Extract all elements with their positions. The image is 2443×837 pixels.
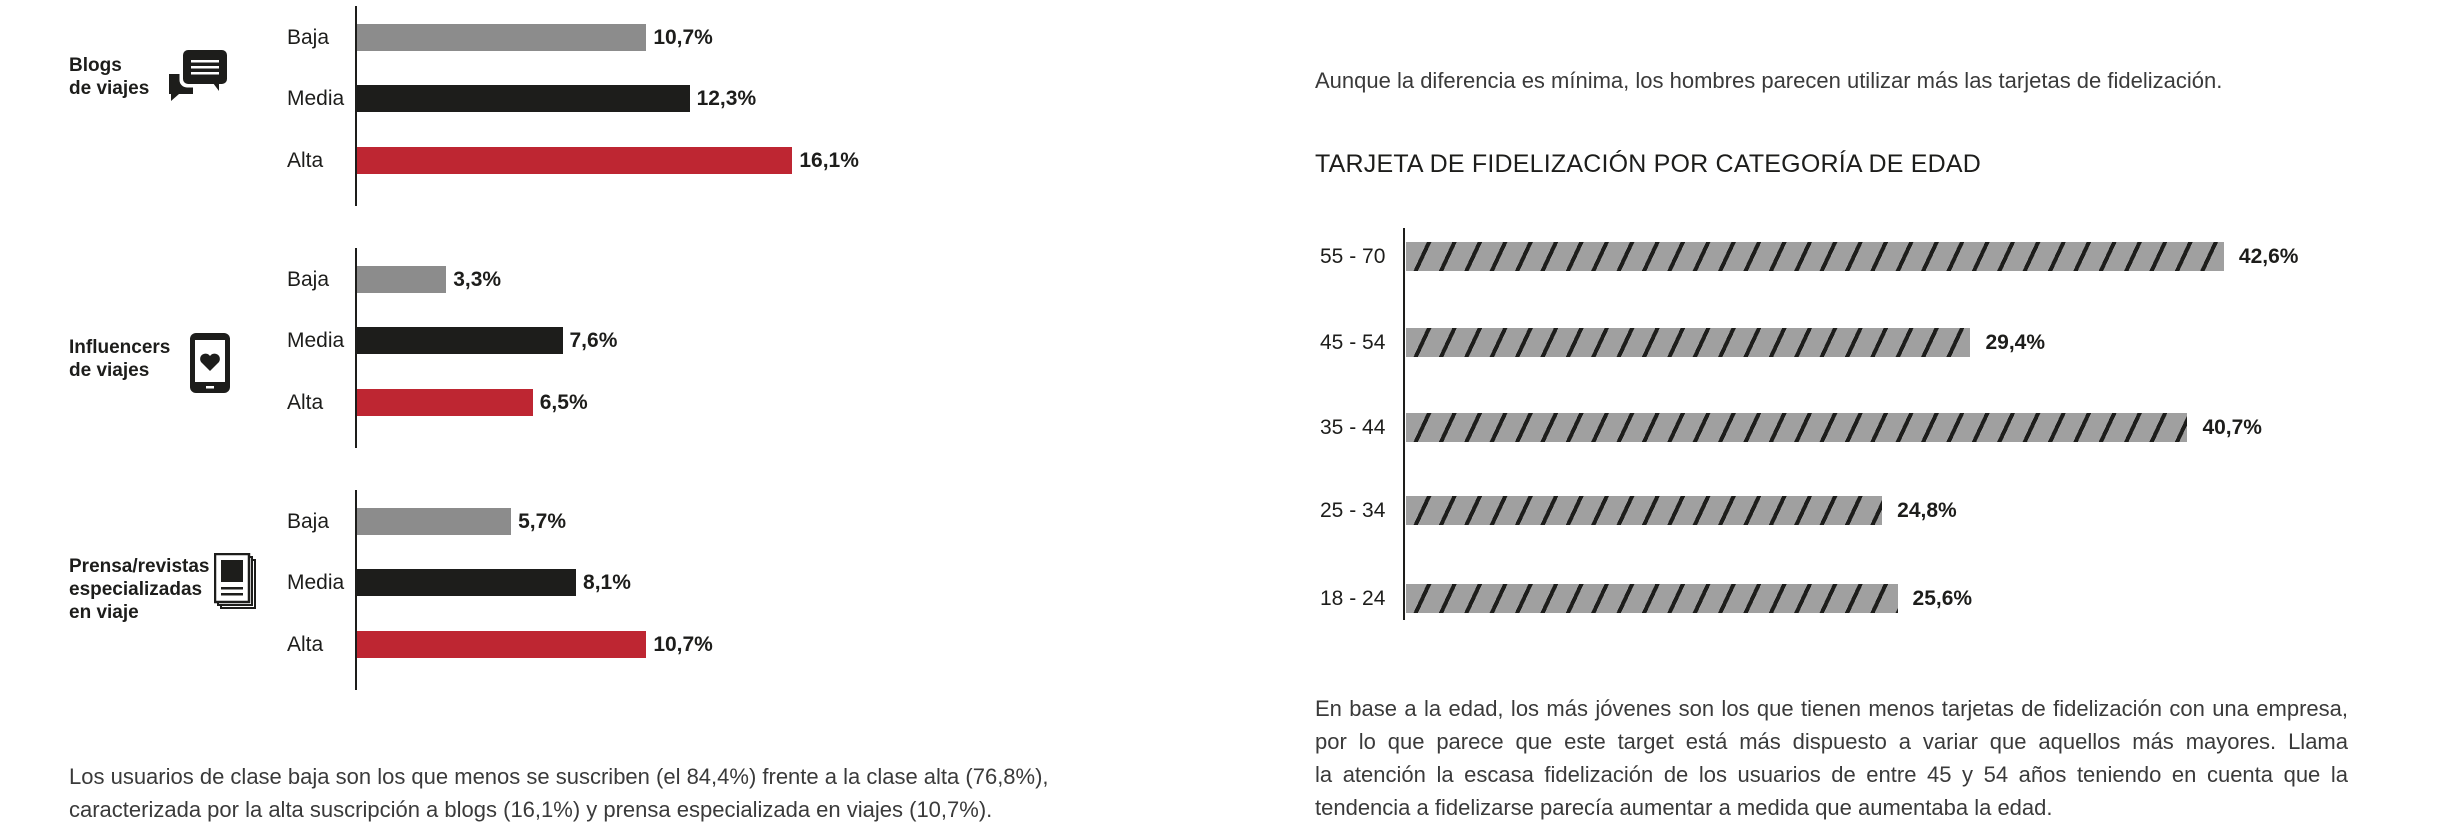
category-label: Baja bbox=[287, 26, 330, 49]
data-label: 6,5% bbox=[539, 391, 588, 414]
bar-baja bbox=[357, 266, 447, 293]
paragraph-line: tendencia a fidelizarse parecía aumentar… bbox=[1315, 795, 2053, 820]
age-category-label: 45 - 54 bbox=[1320, 331, 1386, 354]
data-label: 5,7% bbox=[518, 510, 566, 533]
paragraph-line: En base a la edad, los más jóvenes son l… bbox=[1315, 696, 2348, 721]
paragraph-line: Los usuarios de clase baja son los que m… bbox=[69, 764, 1049, 789]
age-bar bbox=[1406, 496, 1883, 525]
bar-alta bbox=[357, 147, 793, 174]
age-category-label: 35 - 44 bbox=[1320, 416, 1386, 439]
group-label-prensa: Prensa/revistas especializadas en viaje bbox=[69, 555, 210, 624]
group-label-line: especializadas bbox=[69, 579, 203, 600]
smartphone-heart-icon bbox=[190, 333, 230, 393]
age-bar bbox=[1406, 413, 2188, 442]
age-category-label: 18 - 24 bbox=[1320, 587, 1386, 610]
right-intro: Aunque la diferencia es mínima, los homb… bbox=[1315, 68, 2223, 93]
category-label: Media bbox=[287, 329, 345, 352]
category-label: Media bbox=[287, 87, 345, 110]
paragraph-line: caracterizada por la alta suscripción a … bbox=[69, 797, 993, 822]
data-label: 10,7% bbox=[653, 26, 713, 49]
age-bar bbox=[1406, 584, 1898, 613]
newspaper-icon bbox=[214, 553, 256, 609]
group-label-line: Blogs bbox=[69, 55, 122, 76]
data-label: 10,7% bbox=[653, 633, 713, 656]
data-label: 25,6% bbox=[1912, 587, 1973, 610]
group-label-line: de viajes bbox=[69, 78, 150, 99]
age-category-label: 55 - 70 bbox=[1320, 245, 1386, 268]
data-label: 7,6% bbox=[569, 329, 618, 352]
age-bar bbox=[1406, 242, 2224, 271]
group-label-line: Influencers bbox=[69, 337, 171, 358]
data-label: 12,3% bbox=[696, 87, 757, 110]
group-label-influencers: Influencers de viajes bbox=[69, 336, 170, 382]
paragraph-line: por lo que parece que este target está m… bbox=[1315, 729, 2348, 754]
left-paragraph: Los usuarios de clase baja son los que m… bbox=[69, 760, 1049, 826]
bar-media bbox=[357, 85, 690, 112]
bar-media bbox=[357, 569, 577, 596]
bar-media bbox=[357, 327, 563, 354]
category-label: Alta bbox=[287, 633, 324, 656]
category-axis bbox=[1403, 228, 1405, 620]
group-label-line: Prensa/revistas bbox=[69, 556, 210, 577]
bar-baja bbox=[357, 508, 512, 535]
data-label: 3,3% bbox=[453, 268, 502, 291]
category-label: Baja bbox=[287, 510, 330, 533]
age-bar bbox=[1406, 328, 1971, 357]
data-label: 24,8% bbox=[1897, 499, 1957, 522]
group-label-line: en viaje bbox=[69, 602, 139, 623]
paragraph-line: la atención la escasa fidelización de lo… bbox=[1315, 762, 2348, 787]
age-category-label: 25 - 34 bbox=[1320, 499, 1386, 522]
category-label: Media bbox=[287, 571, 345, 594]
category-axis bbox=[355, 490, 357, 690]
bar-baja bbox=[357, 24, 647, 51]
category-label: Baja bbox=[287, 268, 330, 291]
category-axis bbox=[355, 6, 357, 206]
group-label-blogs: Blogs de viajes bbox=[69, 54, 149, 100]
data-label: 42,6% bbox=[2238, 245, 2299, 268]
category-axis bbox=[355, 248, 357, 448]
age-chart-title: TARJETA DE FIDELIZACIÓN POR CATEGORÍA DE… bbox=[1315, 150, 1982, 178]
bar-alta bbox=[357, 389, 533, 416]
data-label: 8,1% bbox=[583, 571, 631, 594]
chat-bubbles-icon bbox=[169, 46, 231, 101]
data-label: 29,4% bbox=[1985, 331, 2046, 354]
group-label-line: de viajes bbox=[69, 360, 150, 381]
data-label: 40,7% bbox=[2202, 416, 2262, 439]
right-paragraph: En base a la edad, los más jóvenes son l… bbox=[1315, 692, 2348, 824]
bar-alta bbox=[357, 631, 647, 658]
category-label: Alta bbox=[287, 149, 324, 172]
category-label: Alta bbox=[287, 391, 324, 414]
data-label: 16,1% bbox=[799, 149, 859, 172]
